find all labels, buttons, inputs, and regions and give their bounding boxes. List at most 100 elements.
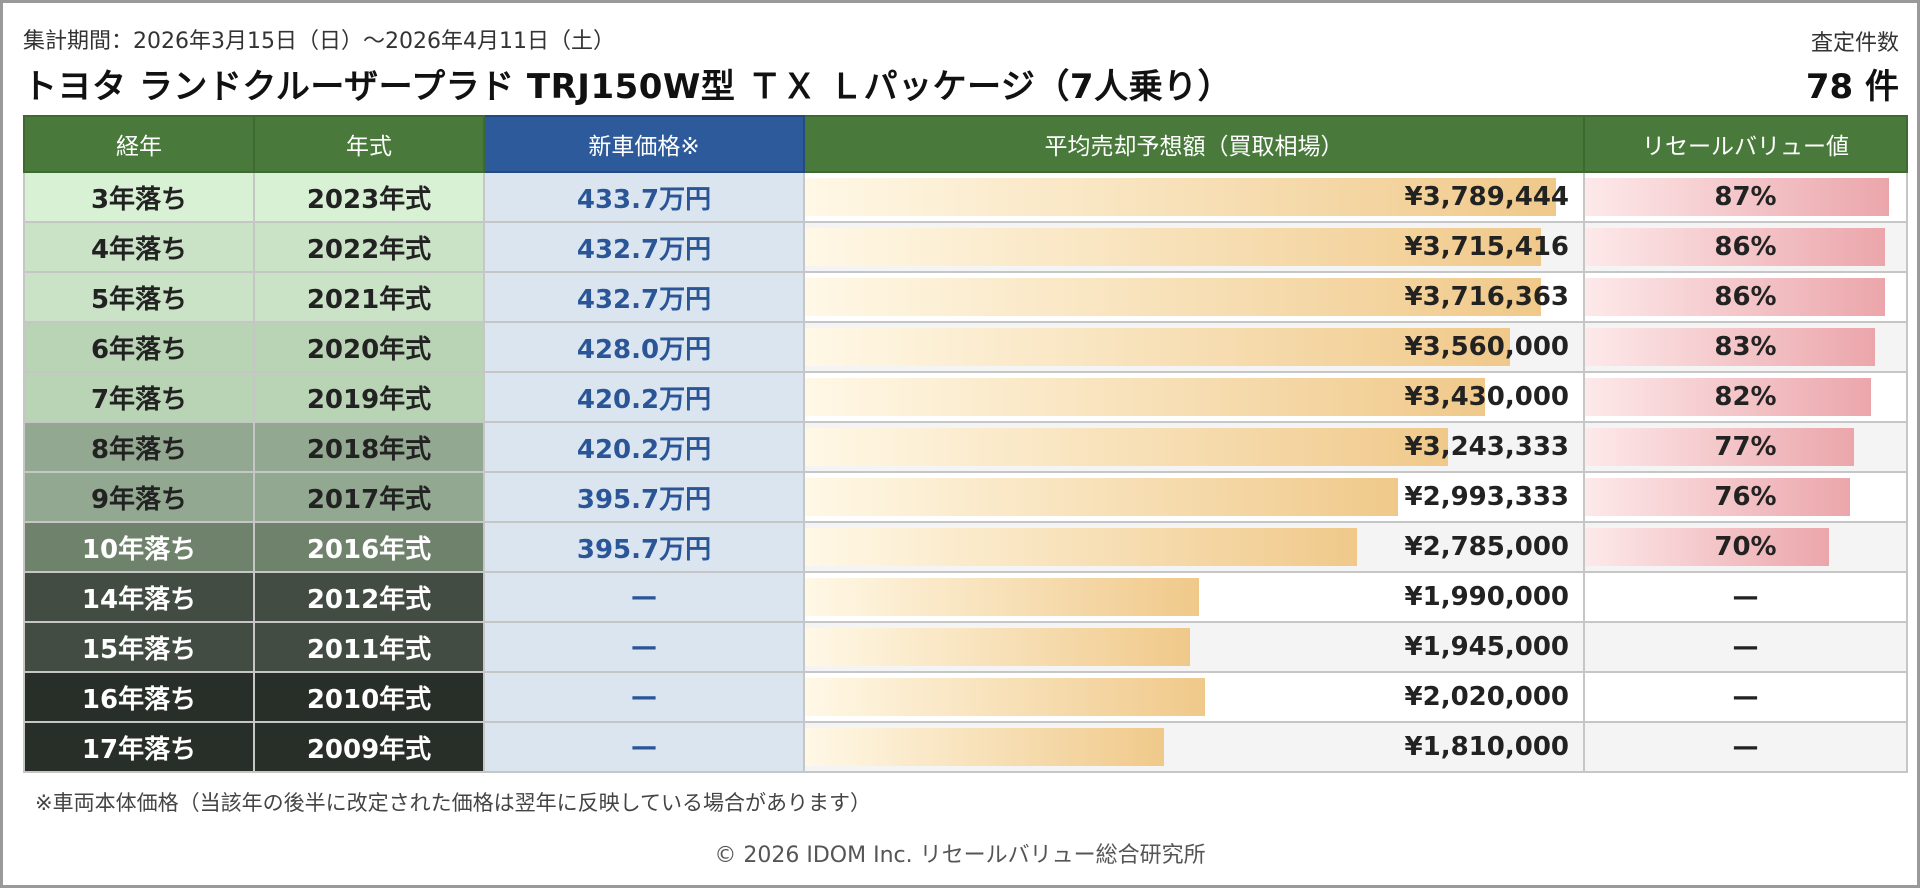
year-cell: 2021年式	[253, 271, 485, 323]
new-price-cell: —	[483, 621, 805, 673]
year-cell: 2019年式	[253, 371, 485, 423]
year-cell: 2016年式	[253, 521, 485, 573]
year-cell: 2009年式	[253, 721, 485, 773]
avg-sale-bar	[806, 728, 1164, 766]
new-price-cell: 420.2万円	[483, 371, 805, 423]
avg-sale-bar	[806, 378, 1485, 416]
table-row: 4年落ち 2022年式 432.7万円 ¥3,715,416 86%	[23, 221, 1908, 273]
resale-value-text: 86%	[1714, 232, 1777, 262]
age-cell: 3年落ち	[23, 171, 255, 223]
new-price-cell: —	[483, 721, 805, 773]
resale-value-bar	[1586, 328, 1875, 366]
avg-sale-cell: ¥1,945,000	[803, 621, 1585, 673]
age-cell: 4年落ち	[23, 221, 255, 273]
avg-sale-bar	[806, 628, 1191, 666]
resale-value-cell: 86%	[1583, 271, 1908, 323]
age-cell: 14年落ち	[23, 571, 255, 623]
year-cell: 2022年式	[253, 221, 485, 273]
assessment-count-label: 査定件数	[1810, 31, 1899, 56]
new-price-cell: 432.7万円	[483, 221, 805, 273]
year-cell: 2012年式	[253, 571, 485, 623]
age-cell: 6年落ち	[23, 321, 255, 373]
new-price-cell: 420.2万円	[483, 421, 805, 473]
table-header-row: 経年 年式 新車価格※ 平均売却予想額（買取相場） リセールバリュー値	[23, 115, 1908, 173]
table-row: 17年落ち 2009年式 — ¥1,810,000—	[23, 721, 1908, 773]
age-cell: 5年落ち	[23, 271, 255, 323]
resale-value-text: 70%	[1714, 532, 1777, 562]
year-cell: 2011年式	[253, 621, 485, 673]
column-header-year: 年式	[253, 115, 485, 173]
column-header-resale-value: リセールバリュー値	[1583, 115, 1908, 173]
avg-sale-value: ¥2,993,333	[1404, 482, 1569, 512]
avg-sale-cell: ¥3,715,416	[803, 221, 1585, 273]
age-cell: 15年落ち	[23, 621, 255, 673]
avg-sale-cell: ¥3,430,000	[803, 371, 1585, 423]
year-cell: 2023年式	[253, 171, 485, 223]
new-price-cell: 433.7万円	[483, 171, 805, 223]
resale-value-cell: 77%	[1583, 421, 1908, 473]
resale-value-text: —	[1732, 632, 1759, 662]
page-title: トヨタ ランドクルーザープラド TRJ150W型 ＴＸ Ｌパッケージ（7人乗り）	[23, 67, 1233, 107]
avg-sale-bar	[806, 228, 1542, 266]
resale-value-bar	[1586, 228, 1886, 266]
resale-value-bar	[1586, 528, 1830, 566]
avg-sale-cell: ¥2,785,000	[803, 521, 1585, 573]
avg-sale-cell: ¥3,716,363	[803, 271, 1585, 323]
resale-value-bar	[1586, 428, 1854, 466]
resale-value-cell: 83%	[1583, 321, 1908, 373]
avg-sale-bar	[806, 578, 1200, 616]
resale-value-text: 83%	[1714, 332, 1777, 362]
age-cell: 9年落ち	[23, 471, 255, 523]
avg-sale-value: ¥2,020,000	[1404, 682, 1569, 712]
resale-value-bar	[1586, 378, 1872, 416]
avg-sale-value: ¥3,789,444	[1404, 182, 1569, 212]
avg-sale-cell: ¥2,020,000	[803, 671, 1585, 723]
avg-sale-value: ¥1,810,000	[1404, 732, 1569, 762]
avg-sale-bar	[806, 478, 1399, 516]
avg-sale-bar	[806, 678, 1206, 716]
avg-sale-cell: ¥1,810,000	[803, 721, 1585, 773]
table-row: 14年落ち 2012年式 — ¥1,990,000—	[23, 571, 1908, 623]
avg-sale-bar	[806, 328, 1511, 366]
copyright: © 2026 IDOM Inc. リセールバリュー総合研究所	[714, 843, 1206, 868]
resale-value-cell: 70%	[1583, 521, 1908, 573]
assessment-count-value: 78 件	[1805, 67, 1899, 107]
column-header-age: 経年	[23, 115, 255, 173]
new-price-cell: —	[483, 671, 805, 723]
resale-value-cell: 87%	[1583, 171, 1908, 223]
resale-value-text: 82%	[1714, 382, 1777, 412]
table-row: 9年落ち 2017年式 395.7万円 ¥2,993,333 76%	[23, 471, 1908, 523]
column-header-new-price: 新車価格※	[483, 115, 805, 173]
avg-sale-bar	[806, 278, 1542, 316]
resale-value-text: —	[1732, 582, 1759, 612]
avg-sale-cell: ¥3,789,444	[803, 171, 1585, 223]
resale-value-cell: —	[1583, 721, 1908, 773]
new-price-cell: —	[483, 571, 805, 623]
avg-sale-value: ¥3,716,363	[1404, 282, 1569, 312]
resale-value-text: —	[1732, 682, 1759, 712]
avg-sale-cell: ¥1,990,000	[803, 571, 1585, 623]
avg-sale-value: ¥1,945,000	[1404, 632, 1569, 662]
age-cell: 8年落ち	[23, 421, 255, 473]
table-row: 8年落ち 2018年式 420.2万円 ¥3,243,333 77%	[23, 421, 1908, 473]
footnote: ※車両本体価格（当該年の後半に改定された価格は翌年に反映している場合があります）	[35, 791, 871, 815]
resale-value-text: —	[1732, 732, 1759, 762]
year-cell: 2017年式	[253, 471, 485, 523]
resale-value-bar	[1586, 278, 1886, 316]
resale-value-text: 76%	[1714, 482, 1777, 512]
resale-value-text: 86%	[1714, 282, 1777, 312]
resale-value-text: 87%	[1714, 182, 1777, 212]
avg-sale-bar	[806, 178, 1556, 216]
age-cell: 16年落ち	[23, 671, 255, 723]
year-cell: 2010年式	[253, 671, 485, 723]
avg-sale-cell: ¥3,560,000	[803, 321, 1585, 373]
resale-value-cell: —	[1583, 621, 1908, 673]
aggregation-period: 集計期間：2026年3月15日（日）〜2026年4月11日（土）	[23, 29, 615, 54]
new-price-cell: 395.7万円	[483, 521, 805, 573]
resale-value-cell: —	[1583, 571, 1908, 623]
table-row: 16年落ち 2010年式 — ¥2,020,000—	[23, 671, 1908, 723]
avg-sale-value: ¥3,560,000	[1404, 332, 1569, 362]
new-price-cell: 395.7万円	[483, 471, 805, 523]
table-row: 7年落ち 2019年式 420.2万円 ¥3,430,000 82%	[23, 371, 1908, 423]
